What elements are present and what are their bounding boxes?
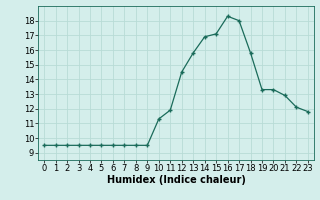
X-axis label: Humidex (Indice chaleur): Humidex (Indice chaleur) [107,175,245,185]
